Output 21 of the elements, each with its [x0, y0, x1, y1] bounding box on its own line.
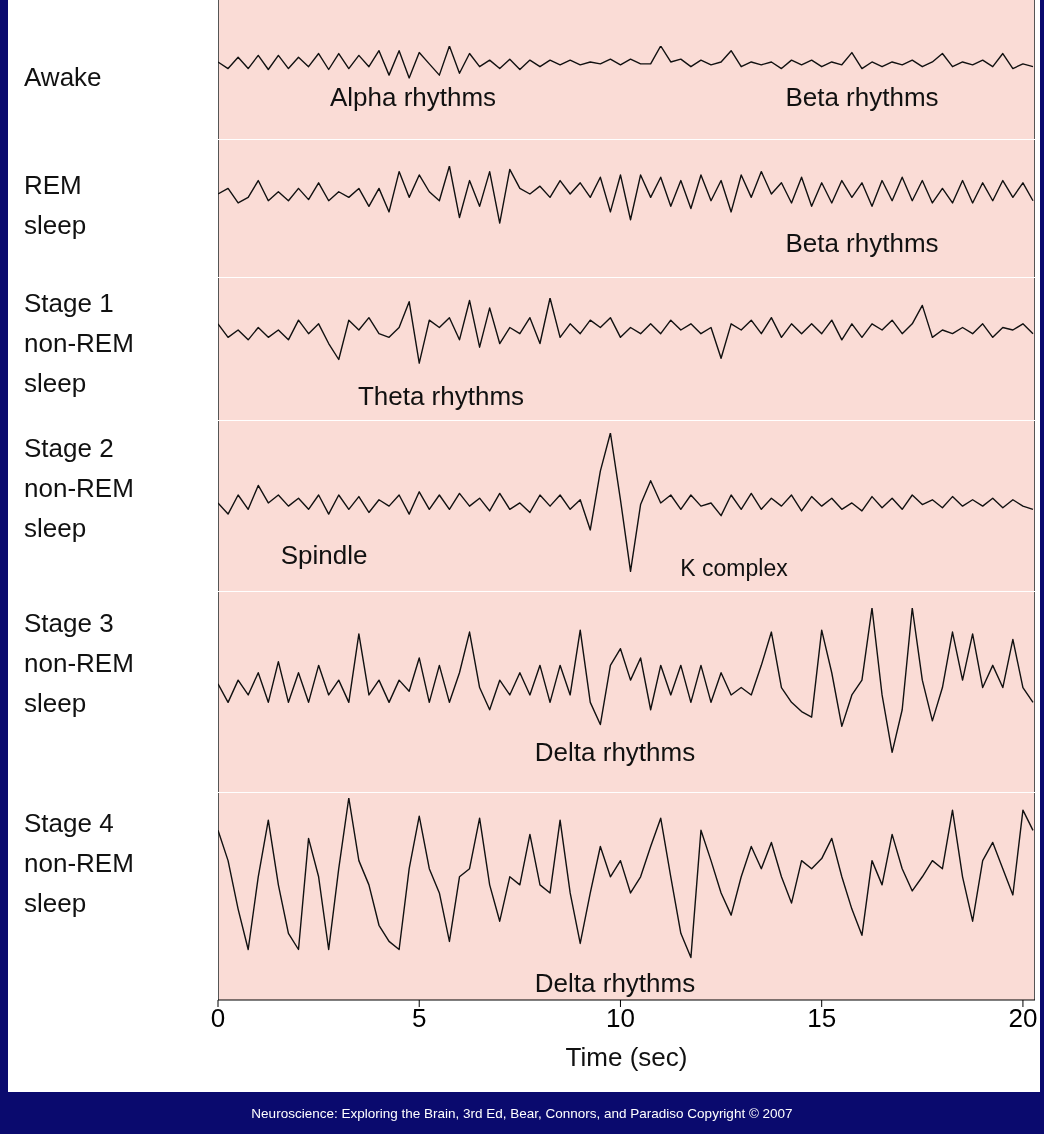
y-axis-title: Awake — [24, 61, 103, 94]
x-tick-label: 0 — [210, 1003, 226, 1034]
annotation: Theta rhythms — [357, 380, 525, 412]
x-tick-label: 10 — [606, 1003, 635, 1034]
x-tick-label: 15 — [807, 1003, 837, 1034]
x-tick-label: 5 — [412, 1003, 427, 1034]
annotation: Delta rhythms — [534, 736, 696, 768]
annotation: K complex — [680, 554, 788, 582]
text: Neuroscience: Exploring the Brain, 3rd Ed, Bear, Connors, and Paradiso Copyright © 2007 — [251, 1105, 793, 1121]
annotation: Spindle — [280, 539, 368, 571]
y-axis-title: REM sleep — [24, 169, 88, 242]
y-axis-title: Stage 4 non-REM sleep — [24, 807, 135, 920]
annotation: Delta rhythms — [534, 967, 696, 999]
annotation: Alpha rhythms — [329, 81, 497, 113]
annotation: Beta rhythms — [785, 227, 939, 259]
y-axis-title: Stage 3 non-REM sleep — [24, 607, 135, 720]
annotation: Beta rhythms — [785, 81, 939, 113]
x-axis-title: Time (sec) — [565, 1041, 688, 1073]
y-axis-title: Stage 1 non-REM sleep — [24, 287, 135, 400]
y-axis-title: Stage 2 non-REM sleep — [24, 432, 135, 545]
x-tick-label: 20 — [1008, 1003, 1038, 1034]
